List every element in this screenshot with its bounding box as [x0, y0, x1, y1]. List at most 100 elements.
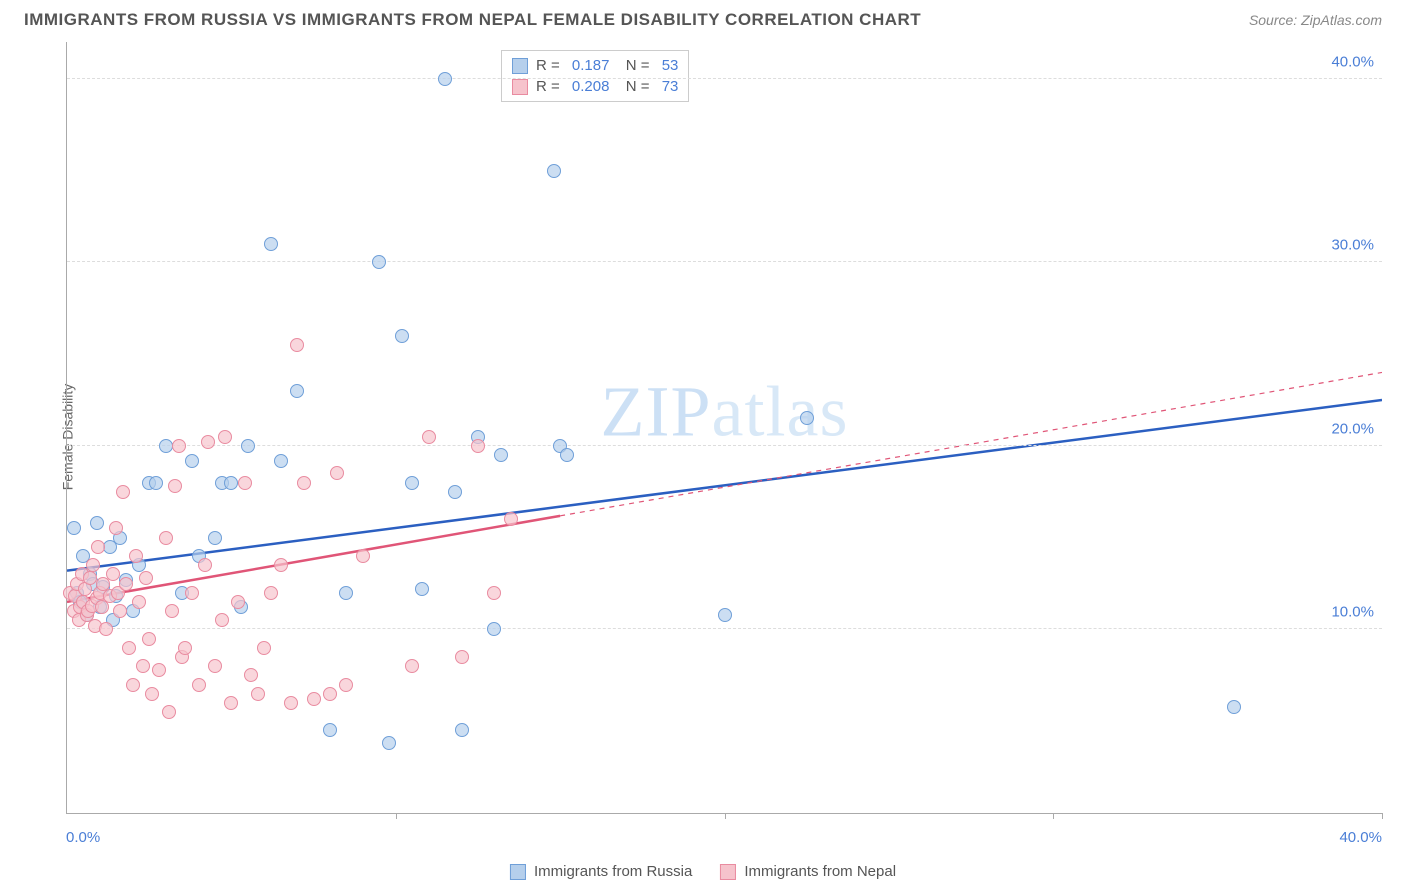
legend-stats: R = 0.187 N = 53R = 0.208 N = 73 [501, 50, 689, 102]
scatter-point [323, 723, 337, 737]
x-axis-tick-left: 0.0% [66, 829, 100, 846]
scatter-point [224, 696, 238, 710]
scatter-point [560, 448, 574, 462]
scatter-point [142, 632, 156, 646]
scatter-point [395, 329, 409, 343]
scatter-point [504, 512, 518, 526]
legend-r-label: R = [536, 78, 560, 95]
scatter-point [471, 439, 485, 453]
scatter-point [139, 571, 153, 585]
scatter-point [208, 659, 222, 673]
scatter-point [113, 604, 127, 618]
scatter-point [198, 558, 212, 572]
scatter-point [800, 411, 814, 425]
scatter-point [67, 521, 81, 535]
legend-label: Immigrants from Russia [534, 863, 692, 880]
scatter-point [330, 466, 344, 480]
scatter-point [91, 540, 105, 554]
scatter-point [218, 430, 232, 444]
legend-r-value: 0.208 [568, 78, 610, 95]
x-axis-tick [1382, 813, 1383, 819]
x-axis-tick-right: 40.0% [1339, 829, 1382, 846]
legend-n-label: N = [617, 57, 649, 74]
scatter-point [438, 72, 452, 86]
scatter-point [455, 723, 469, 737]
scatter-point [165, 604, 179, 618]
scatter-point [208, 531, 222, 545]
scatter-point [264, 586, 278, 600]
scatter-point [129, 549, 143, 563]
scatter-point [241, 439, 255, 453]
scatter-point [372, 255, 386, 269]
scatter-point [257, 641, 271, 655]
scatter-point [99, 622, 113, 636]
chart-container: Female Disability ZIPatlas R = 0.187 N =… [48, 42, 1382, 832]
scatter-point [90, 516, 104, 530]
gridline [67, 261, 1382, 262]
scatter-point [185, 586, 199, 600]
scatter-point [448, 485, 462, 499]
plot-area: ZIPatlas R = 0.187 N = 53R = 0.208 N = 7… [66, 42, 1382, 814]
scatter-point [274, 454, 288, 468]
legend-swatch [512, 79, 528, 95]
trend-lines [67, 42, 1382, 813]
legend-item: Immigrants from Nepal [720, 863, 896, 880]
scatter-point [162, 705, 176, 719]
scatter-point [290, 338, 304, 352]
legend-item: Immigrants from Russia [510, 863, 692, 880]
scatter-point [284, 696, 298, 710]
scatter-point [405, 659, 419, 673]
legend-swatch [510, 864, 526, 880]
scatter-point [149, 476, 163, 490]
scatter-point [224, 476, 238, 490]
scatter-point [145, 687, 159, 701]
x-axis-tick [1053, 813, 1054, 819]
scatter-point [132, 595, 146, 609]
legend-r-value: 0.187 [568, 57, 610, 74]
scatter-point [290, 384, 304, 398]
scatter-point [297, 476, 311, 490]
scatter-point [159, 439, 173, 453]
scatter-point [487, 622, 501, 636]
gridline [67, 78, 1382, 79]
legend-n-value: 53 [658, 57, 679, 74]
scatter-point [339, 586, 353, 600]
x-axis-tick [725, 813, 726, 819]
legend-n-label: N = [617, 78, 649, 95]
y-axis-tick-label: 30.0% [1331, 237, 1374, 254]
scatter-point [152, 663, 166, 677]
source-label: Source: ZipAtlas.com [1249, 12, 1382, 28]
legend-swatch [720, 864, 736, 880]
scatter-point [178, 641, 192, 655]
scatter-point [215, 613, 229, 627]
scatter-point [339, 678, 353, 692]
scatter-point [405, 476, 419, 490]
scatter-point [1227, 700, 1241, 714]
gridline [67, 628, 1382, 629]
y-axis-tick-label: 10.0% [1331, 604, 1374, 621]
scatter-point [382, 736, 396, 750]
chart-title: IMMIGRANTS FROM RUSSIA VS IMMIGRANTS FRO… [24, 10, 921, 30]
scatter-point [323, 687, 337, 701]
scatter-point [231, 595, 245, 609]
legend-bottom: Immigrants from Russia Immigrants from Ne… [510, 863, 896, 880]
scatter-point [126, 678, 140, 692]
scatter-point [201, 435, 215, 449]
scatter-point [116, 485, 130, 499]
scatter-point [718, 608, 732, 622]
scatter-point [168, 479, 182, 493]
scatter-point [119, 577, 133, 591]
y-axis-tick-label: 20.0% [1331, 420, 1374, 437]
scatter-point [185, 454, 199, 468]
legend-swatch [512, 58, 528, 74]
scatter-point [122, 641, 136, 655]
scatter-point [86, 558, 100, 572]
x-axis-tick [396, 813, 397, 819]
scatter-point [251, 687, 265, 701]
scatter-point [192, 678, 206, 692]
scatter-point [415, 582, 429, 596]
scatter-point [494, 448, 508, 462]
scatter-point [356, 549, 370, 563]
scatter-point [547, 164, 561, 178]
scatter-point [159, 531, 173, 545]
